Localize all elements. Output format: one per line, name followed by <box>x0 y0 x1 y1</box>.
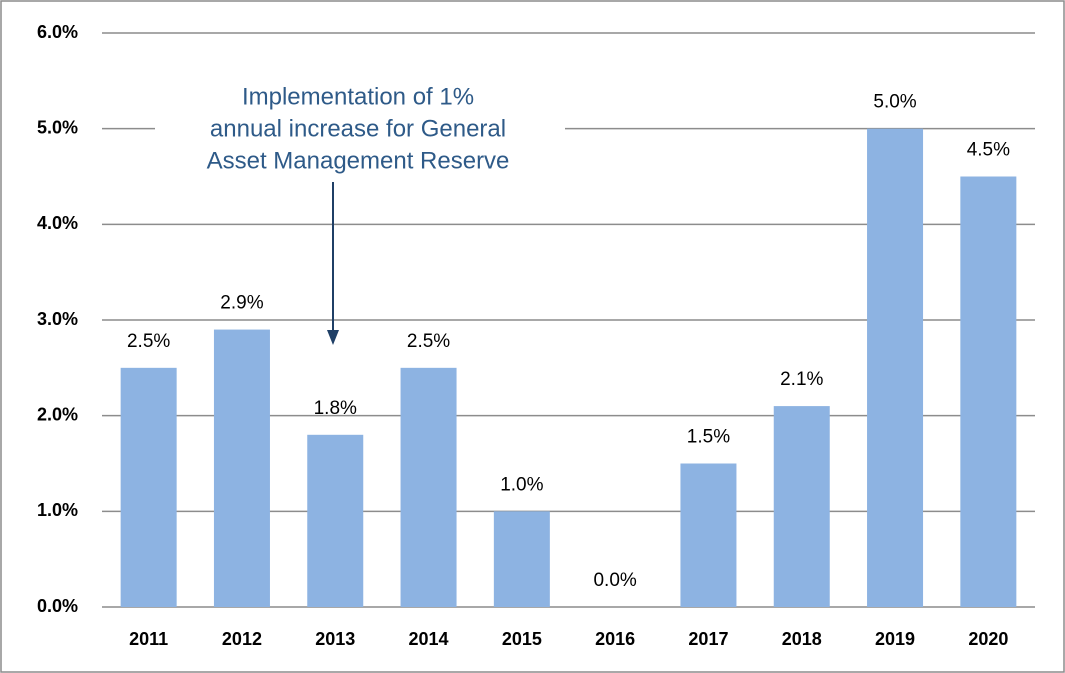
bars <box>120 128 1017 607</box>
x-tick-label: 2013 <box>315 629 355 649</box>
y-tick-label: 5.0% <box>37 117 78 137</box>
value-label: 2.5% <box>127 331 170 352</box>
y-tick-label: 1.0% <box>37 500 78 520</box>
annotation-background <box>155 80 565 178</box>
x-tick-label: 2018 <box>782 629 822 649</box>
annotation-line: Asset Management Reserve <box>207 147 510 174</box>
bar <box>120 367 177 607</box>
annotation-line: Implementation of 1% <box>242 83 474 110</box>
x-tick-label: 2019 <box>875 629 915 649</box>
value-label: 2.1% <box>780 369 823 390</box>
value-label: 4.5% <box>967 140 1010 161</box>
bar <box>867 128 924 607</box>
value-label: 2.9% <box>220 293 263 314</box>
value-label: 0.0% <box>593 570 636 591</box>
bar <box>680 463 737 607</box>
bar <box>400 367 457 607</box>
y-tick-label: 3.0% <box>37 309 78 329</box>
x-tick-label: 2014 <box>409 629 449 649</box>
bar <box>773 406 830 607</box>
x-tick-label: 2017 <box>688 629 728 649</box>
y-tick-label: 0.0% <box>37 596 78 616</box>
value-label: 1.8% <box>314 398 357 419</box>
annotation-line: annual increase for General <box>210 115 506 142</box>
bar <box>213 329 270 607</box>
value-label: 1.0% <box>500 474 543 495</box>
x-tick-label: 2020 <box>968 629 1008 649</box>
y-tick-label: 2.0% <box>37 404 78 424</box>
bar <box>307 434 364 607</box>
x-tick-label: 2012 <box>222 629 262 649</box>
bar <box>493 511 550 607</box>
y-tick-label: 4.0% <box>37 213 78 233</box>
x-tick-label: 2016 <box>595 629 635 649</box>
bar <box>960 176 1017 607</box>
value-label: 2.5% <box>407 331 450 352</box>
y-tick-label: 6.0% <box>37 22 78 42</box>
value-label: 1.5% <box>687 427 730 448</box>
x-tick-label: 2015 <box>502 629 542 649</box>
x-tick-label: 2011 <box>129 629 168 649</box>
value-label: 5.0% <box>873 92 916 113</box>
annotation-arrowhead <box>327 330 339 345</box>
